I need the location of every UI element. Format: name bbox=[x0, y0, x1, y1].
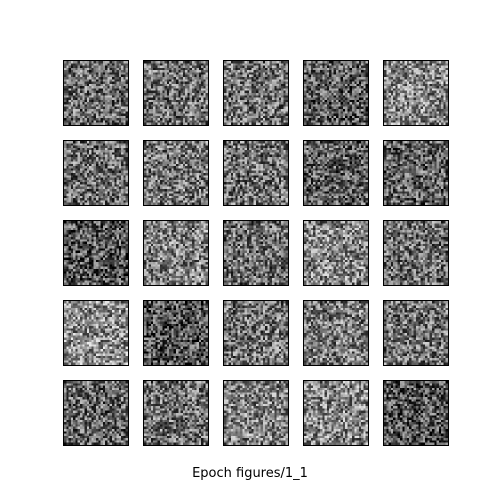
sample-image-r2-c4 bbox=[303, 140, 369, 206]
sample-image-r2-c3 bbox=[223, 140, 289, 206]
sample-image-r2-c1 bbox=[63, 140, 129, 206]
sample-image-r3-c3 bbox=[223, 220, 289, 286]
sample-image-r4-c4 bbox=[303, 300, 369, 366]
sample-image-r1-c3 bbox=[223, 60, 289, 126]
figure-caption: Epoch figures/1_1 bbox=[192, 466, 308, 481]
sample-image-r4-c3 bbox=[223, 300, 289, 366]
sample-image-r2-c2 bbox=[143, 140, 209, 206]
sample-image-r5-c1 bbox=[63, 380, 129, 446]
sample-image-r3-c2 bbox=[143, 220, 209, 286]
sample-image-r1-c4 bbox=[303, 60, 369, 126]
sample-image-r5-c2 bbox=[143, 380, 209, 446]
sample-image-r1-c2 bbox=[143, 60, 209, 126]
sample-image-r4-c1 bbox=[63, 300, 129, 366]
sample-image-r3-c5 bbox=[383, 220, 449, 286]
sample-image-r5-c3 bbox=[223, 380, 289, 446]
sample-image-r4-c2 bbox=[143, 300, 209, 366]
sample-image-r2-c5 bbox=[383, 140, 449, 206]
sample-image-r1-c1 bbox=[63, 60, 129, 126]
sample-image-r4-c5 bbox=[383, 300, 449, 366]
sample-image-r5-c4 bbox=[303, 380, 369, 446]
sample-image-r1-c5 bbox=[383, 60, 449, 126]
sample-image-r5-c5 bbox=[383, 380, 449, 446]
sample-image-r3-c4 bbox=[303, 220, 369, 286]
sample-image-r3-c1 bbox=[63, 220, 129, 286]
